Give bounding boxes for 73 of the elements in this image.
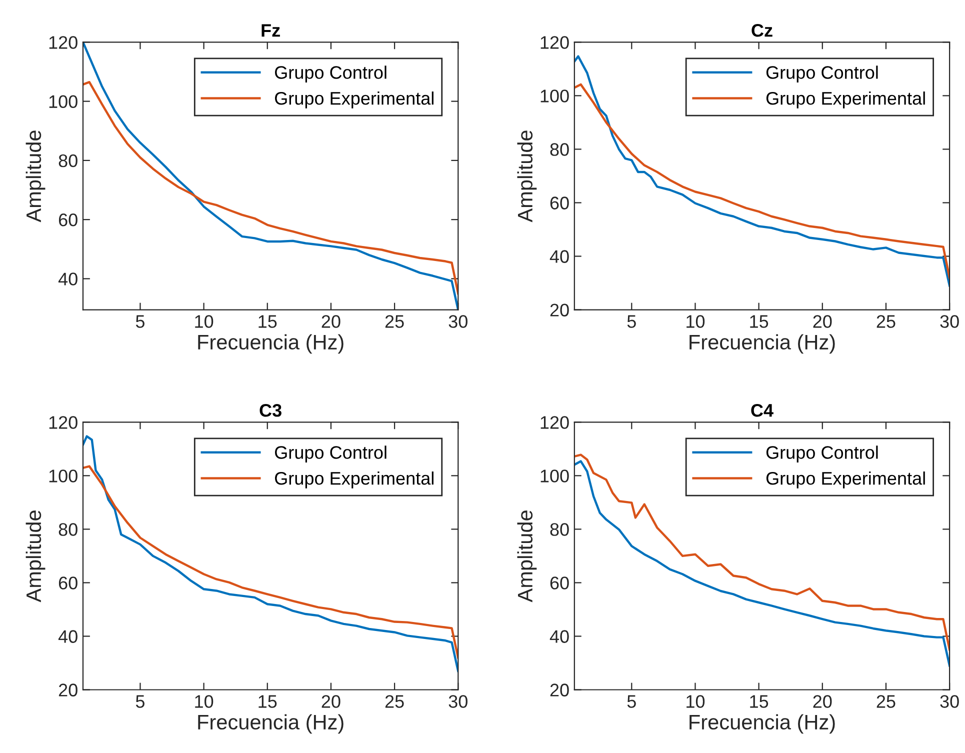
x-tick-label: 25 — [385, 695, 404, 708]
x-tick-label: 30 — [940, 315, 959, 328]
y-tick-label: 120 — [540, 416, 569, 429]
x-tick-label: 20 — [813, 315, 832, 328]
x-axis-title: Frecuencia (Hz) — [690, 334, 835, 354]
chart-title: Fz — [262, 24, 280, 37]
x-tick-label: 25 — [876, 315, 896, 328]
y-axis-title: Amplitude — [26, 130, 46, 222]
x-tick-label: 10 — [686, 695, 705, 708]
legend-label: Grupo Experimental — [275, 471, 434, 488]
y-tick-label: 60 — [550, 576, 569, 590]
x-tick-label: 15 — [750, 315, 768, 328]
x-tick-label: 10 — [195, 315, 214, 328]
legend-label: Grupo Experimental — [766, 92, 925, 108]
x-tick-label: 10 — [686, 315, 705, 328]
x-tick-label: 5 — [627, 695, 636, 708]
y-tick-label: 40 — [58, 630, 78, 643]
y-tick-label: 40 — [550, 630, 569, 643]
x-axis-title: Frecuencia (Hz) — [198, 714, 344, 734]
y-tick-label: 40 — [58, 272, 78, 286]
x-tick-label: 15 — [258, 315, 277, 328]
x-tick-label: 30 — [940, 695, 959, 708]
line-series — [574, 83, 950, 279]
x-axis-title: Frecuencia (Hz) — [198, 334, 344, 354]
y-axis-title: Amplitude — [517, 510, 537, 602]
x-tick-label: 30 — [448, 315, 468, 328]
y-axis-title: Amplitude — [26, 510, 46, 602]
x-tick-label: 5 — [136, 315, 144, 328]
y-tick-label: 80 — [550, 143, 569, 156]
x-tick-label: 20 — [322, 695, 340, 708]
y-tick-label: 100 — [49, 95, 78, 108]
x-tick-label: 10 — [195, 695, 214, 708]
y-tick-label: 60 — [58, 576, 78, 590]
legend-label: Grupo Control — [766, 66, 878, 82]
x-tick-label: 25 — [876, 695, 896, 708]
chart-title: C3 — [260, 404, 282, 417]
legend-label: Grupo Control — [275, 66, 386, 82]
y-tick-label: 40 — [550, 250, 569, 263]
y-tick-label: 60 — [550, 196, 569, 210]
y-tick-label: 20 — [58, 684, 78, 696]
x-axis-title: Frecuencia (Hz) — [690, 714, 835, 734]
legend-label: Grupo Experimental — [766, 471, 925, 488]
y-tick-label: 80 — [58, 154, 78, 168]
y-tick-label: 100 — [49, 470, 78, 482]
line-series — [82, 435, 458, 672]
x-tick-label: 15 — [258, 695, 277, 708]
y-tick-label: 120 — [49, 416, 78, 429]
chart-title: C4 — [751, 404, 774, 417]
line-series — [574, 55, 950, 287]
y-tick-label: 20 — [550, 304, 569, 316]
x-tick-label: 5 — [136, 695, 144, 708]
x-tick-label: 20 — [813, 695, 832, 708]
y-tick-label: 80 — [550, 523, 569, 536]
legend-label: Grupo Control — [766, 446, 878, 462]
y-tick-label: 20 — [550, 684, 569, 696]
x-tick-label: 30 — [448, 695, 468, 708]
line-series — [82, 465, 458, 659]
line-series — [82, 80, 458, 295]
y-tick-label: 60 — [58, 214, 78, 226]
y-tick-label: 80 — [58, 523, 78, 536]
y-tick-label: 120 — [49, 36, 78, 49]
x-tick-label: 25 — [385, 315, 404, 328]
y-tick-label: 120 — [540, 36, 569, 49]
chart-title: Cz — [752, 24, 772, 37]
x-tick-label: 20 — [322, 315, 340, 328]
y-axis-title: Amplitude — [517, 130, 537, 222]
y-tick-label: 100 — [540, 470, 569, 482]
y-tick-label: 100 — [540, 90, 569, 102]
x-tick-label: 5 — [627, 315, 636, 328]
legend-label: Grupo Experimental — [275, 92, 434, 108]
line-series — [82, 42, 458, 310]
legend-label: Grupo Control — [275, 446, 386, 462]
x-tick-label: 15 — [750, 695, 768, 708]
